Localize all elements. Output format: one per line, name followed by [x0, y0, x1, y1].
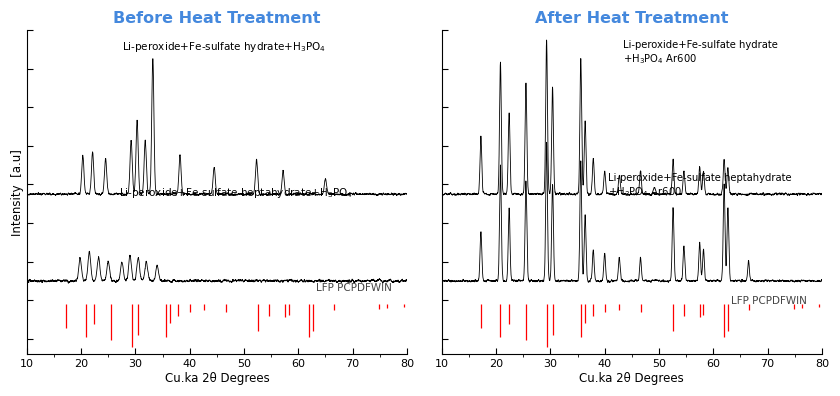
Title: After Heat Treatment: After Heat Treatment [535, 11, 728, 26]
Text: Li-peroxide+Fe-sulfate heptahydrate+H$_3$PO$_4$: Li-peroxide+Fe-sulfate heptahydrate+H$_3… [119, 186, 353, 200]
Text: Li-peroxide+Fe-sulfate hydrate
+H$_3$PO$_4$ Ar600: Li-peroxide+Fe-sulfate hydrate +H$_3$PO$… [622, 40, 778, 66]
Text: LFP PCPDFWIN: LFP PCPDFWIN [731, 296, 806, 306]
Title: Before Heat Treatment: Before Heat Treatment [113, 11, 321, 26]
Text: Li-peroxide+Fe-sulfate heptahydrate
+H$_3$PO$_4$ Ar600: Li-peroxide+Fe-sulfate heptahydrate +H$_… [608, 173, 792, 198]
X-axis label: Cu.ka 2θ Degrees: Cu.ka 2θ Degrees [580, 372, 685, 385]
Y-axis label: Intensity  [a.u]: Intensity [a.u] [11, 149, 24, 236]
Text: LFP PCPDFWIN: LFP PCPDFWIN [316, 283, 391, 293]
X-axis label: Cu.ka 2θ Degrees: Cu.ka 2θ Degrees [165, 372, 270, 385]
Text: Li-peroxide+Fe-sulfate hydrate+H$_3$PO$_4$: Li-peroxide+Fe-sulfate hydrate+H$_3$PO$_… [123, 40, 327, 54]
